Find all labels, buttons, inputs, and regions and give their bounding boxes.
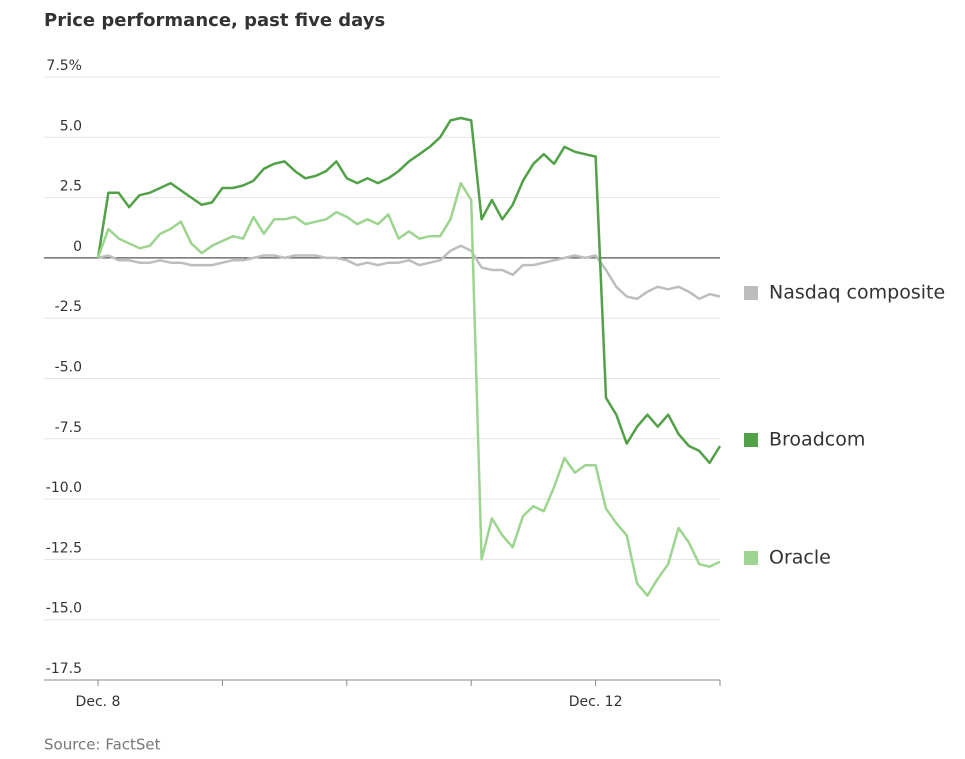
y-tick-label: -17.5 (46, 661, 82, 677)
x-tick-label: Dec. 12 (569, 694, 623, 710)
chart-title: Price performance, past five days (44, 10, 385, 31)
series-line (96, 116, 722, 465)
y-tick-label: -12.5 (46, 540, 82, 556)
legend-swatch (744, 551, 758, 565)
y-tick-label: -5.0 (55, 360, 82, 376)
legend-label: Oracle (769, 547, 831, 569)
y-tick-label: 2.5 (60, 179, 82, 195)
legend-label: Broadcom (769, 429, 865, 451)
y-tick-label: 0 (73, 239, 82, 255)
y-tick-label: -10.0 (46, 480, 82, 496)
series-line (96, 181, 721, 597)
y-tick-label: -2.5 (55, 299, 82, 315)
y-tick-label: -15.0 (46, 601, 82, 617)
legend-swatch (744, 286, 758, 300)
source: Source: FactSet (44, 736, 161, 754)
legend-swatch (744, 433, 758, 447)
y-tick-label: 7.5% (46, 58, 82, 74)
legend-label: Nasdaq composite (769, 282, 945, 304)
x-tick-label: Dec. 8 (76, 694, 121, 710)
y-tick-label: -7.5 (55, 420, 82, 436)
series-line (97, 244, 721, 301)
y-tick-label: 5.0 (60, 118, 82, 134)
